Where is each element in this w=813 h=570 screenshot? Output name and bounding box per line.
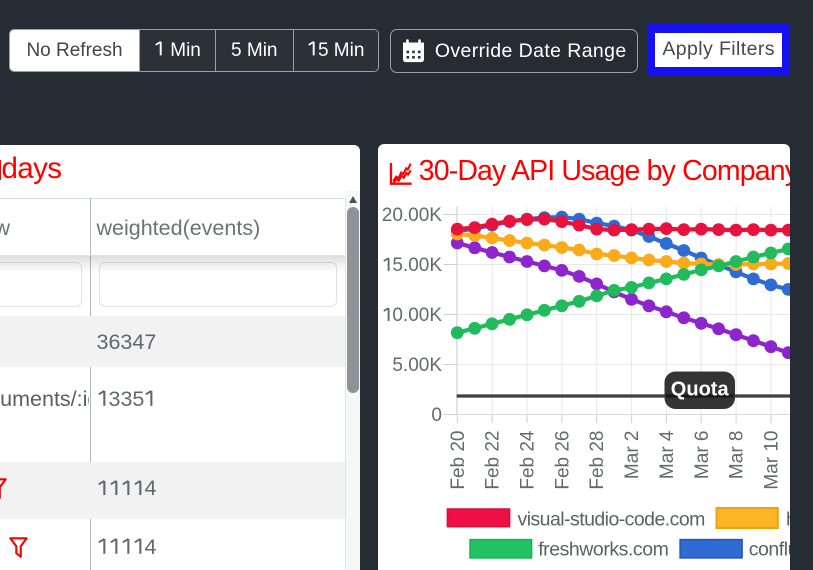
svg-text:Feb 26: Feb 26 (552, 430, 573, 489)
svg-text:Feb 28: Feb 28 (587, 430, 608, 489)
svg-text:freshworks.com: freshworks.com (538, 538, 668, 560)
svg-text:Mar 4: Mar 4 (657, 430, 678, 479)
svg-text:Feb 24: Feb 24 (518, 430, 539, 490)
svg-text:Quota: Quota (671, 378, 730, 400)
svg-text:Mar 10: Mar 10 (762, 430, 783, 489)
svg-text:Mar 6: Mar 6 (692, 430, 713, 479)
svg-text:Mar 8: Mar 8 (727, 430, 748, 479)
svg-text:hubspot.com: hubspot.com (786, 508, 790, 530)
svg-text:5.00K: 5.00K (392, 355, 442, 376)
svg-text:0: 0 (431, 405, 442, 426)
svg-text:confluence.com: confluence.com (749, 538, 790, 560)
svg-text:Feb 22: Feb 22 (483, 430, 504, 489)
svg-text:visual-studio-code.com: visual-studio-code.com (518, 508, 705, 530)
svg-text:0.00K: 0.00K (392, 305, 442, 326)
svg-text:Mar 2: Mar 2 (622, 430, 643, 479)
svg-text:5.00K: 5.00K (392, 255, 442, 276)
svg-text:Feb 20: Feb 20 (448, 430, 469, 489)
svg-text:20.00K: 20.00K (382, 205, 443, 226)
